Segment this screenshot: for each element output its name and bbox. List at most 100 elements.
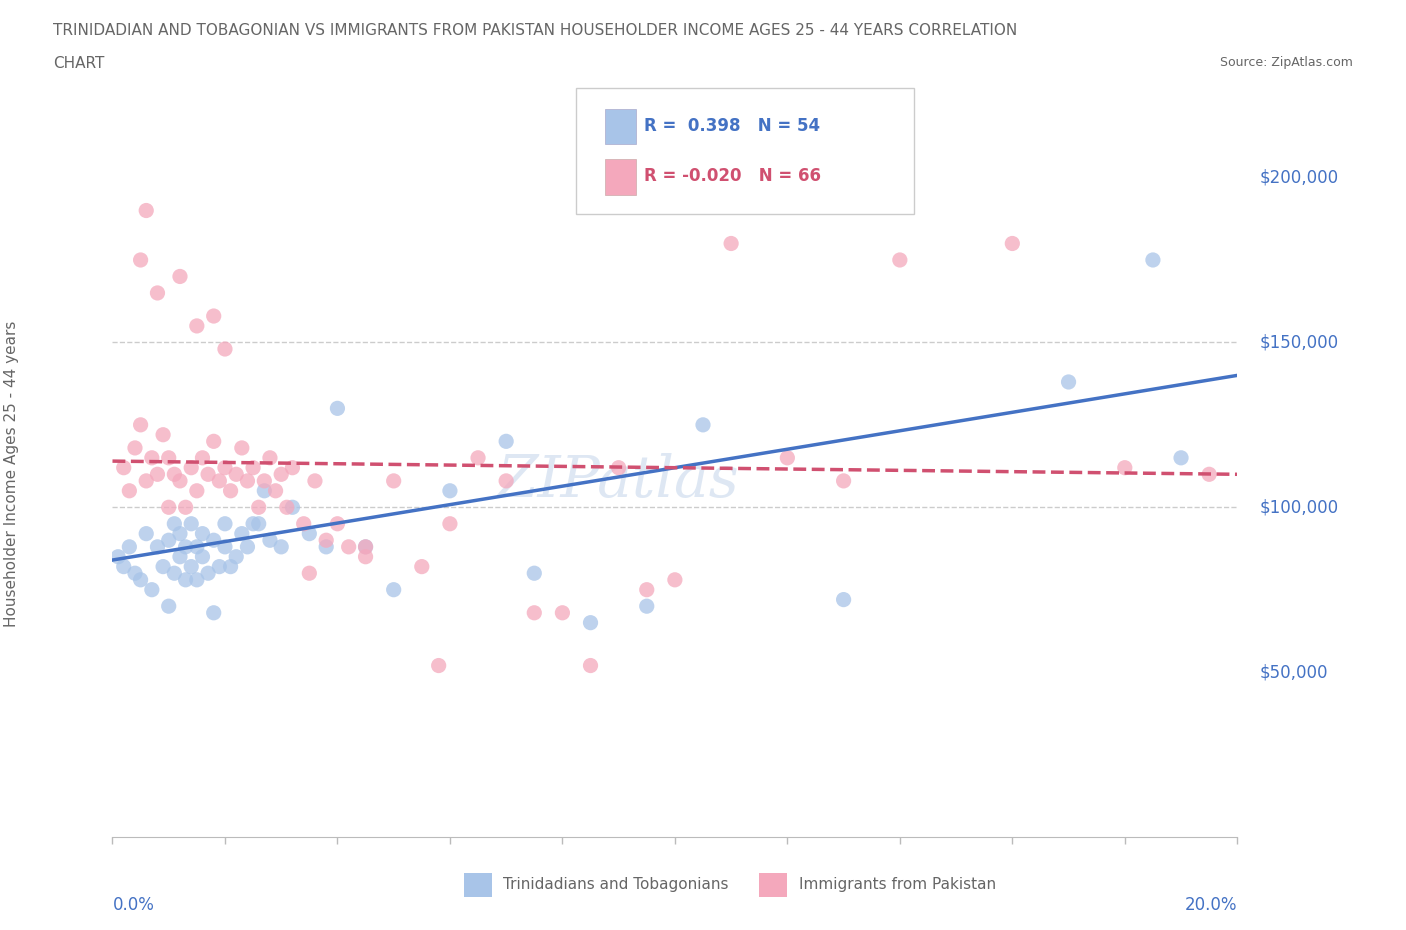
Point <box>141 450 163 465</box>
Point <box>1142 253 1164 268</box>
Point <box>202 434 225 449</box>
Point <box>259 533 281 548</box>
Point <box>197 565 219 580</box>
Text: $50,000: $50,000 <box>1260 663 1329 681</box>
Point <box>264 484 287 498</box>
Point <box>186 572 208 587</box>
Point <box>636 582 658 597</box>
Point <box>202 309 225 324</box>
Point <box>112 559 135 574</box>
Text: ZIPatlas: ZIPatlas <box>498 453 740 509</box>
Point <box>242 460 264 475</box>
Point <box>135 473 157 488</box>
Point <box>832 592 855 607</box>
Point <box>129 253 152 268</box>
Point <box>174 539 197 554</box>
Point <box>495 434 517 449</box>
Point <box>214 460 236 475</box>
Point <box>664 572 686 587</box>
Point <box>354 550 377 565</box>
Point <box>169 473 191 488</box>
Point <box>382 473 405 488</box>
Point <box>174 499 197 514</box>
Point <box>225 550 247 565</box>
Point <box>124 565 146 580</box>
Point <box>152 427 174 442</box>
Point <box>281 460 304 475</box>
Point <box>298 526 321 541</box>
Point <box>832 473 855 488</box>
Text: Source: ZipAtlas.com: Source: ZipAtlas.com <box>1219 56 1353 69</box>
Text: R =  0.398   N = 54: R = 0.398 N = 54 <box>644 117 820 135</box>
Point <box>141 582 163 597</box>
Point <box>720 236 742 251</box>
Point <box>180 559 202 574</box>
Point <box>236 539 259 554</box>
Point <box>157 533 180 548</box>
Point <box>214 341 236 356</box>
Point <box>1001 236 1024 251</box>
Point <box>124 441 146 456</box>
Text: CHART: CHART <box>53 56 105 71</box>
Point <box>495 473 517 488</box>
Point <box>157 499 180 514</box>
Text: 20.0%: 20.0% <box>1185 897 1237 914</box>
Point <box>247 516 270 531</box>
Point <box>186 484 208 498</box>
Point <box>281 499 304 514</box>
Point <box>180 460 202 475</box>
Point <box>236 473 259 488</box>
Point <box>270 467 292 482</box>
Point <box>231 441 253 456</box>
Point <box>439 484 461 498</box>
Point <box>208 559 231 574</box>
Text: Trinidadians and Tobagonians: Trinidadians and Tobagonians <box>503 877 728 892</box>
Point <box>118 539 141 554</box>
Point <box>1170 450 1192 465</box>
Point <box>191 450 214 465</box>
Point <box>197 467 219 482</box>
Point <box>889 253 911 268</box>
Point <box>186 539 208 554</box>
Point <box>253 484 276 498</box>
Point <box>135 203 157 218</box>
Point <box>636 599 658 614</box>
Point <box>326 401 349 416</box>
Point <box>523 605 546 620</box>
Text: TRINIDADIAN AND TOBAGONIAN VS IMMIGRANTS FROM PAKISTAN HOUSEHOLDER INCOME AGES 2: TRINIDADIAN AND TOBAGONIAN VS IMMIGRANTS… <box>53 23 1018 38</box>
Point <box>118 484 141 498</box>
Point <box>270 539 292 554</box>
Point <box>579 616 602 631</box>
Point <box>315 533 337 548</box>
Point <box>304 473 326 488</box>
Text: $100,000: $100,000 <box>1260 498 1339 516</box>
Point <box>157 599 180 614</box>
Point <box>692 418 714 432</box>
Point <box>163 516 186 531</box>
Point <box>169 550 191 565</box>
Point <box>337 539 360 554</box>
Point <box>776 450 799 465</box>
Point <box>579 658 602 673</box>
Point <box>208 473 231 488</box>
Text: $200,000: $200,000 <box>1260 168 1339 187</box>
Point <box>427 658 450 673</box>
Point <box>174 572 197 587</box>
Point <box>276 499 298 514</box>
Point <box>1057 375 1080 390</box>
Point <box>146 467 169 482</box>
Point <box>180 516 202 531</box>
Point <box>292 516 315 531</box>
Point <box>146 539 169 554</box>
Point <box>191 550 214 565</box>
Text: $150,000: $150,000 <box>1260 334 1339 352</box>
Point <box>191 526 214 541</box>
Point <box>298 565 321 580</box>
Point <box>202 605 225 620</box>
Point <box>259 450 281 465</box>
Point <box>225 467 247 482</box>
Point <box>411 559 433 574</box>
Point <box>219 559 242 574</box>
Point <box>107 550 129 565</box>
Point <box>382 582 405 597</box>
